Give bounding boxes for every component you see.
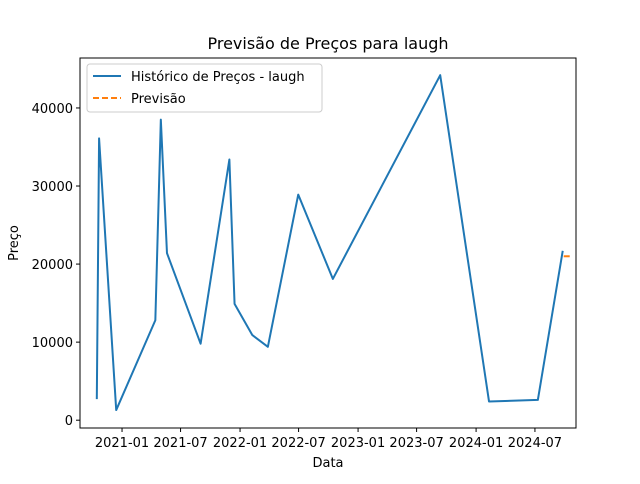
x-tick-label-0: 2021-01 bbox=[95, 436, 149, 451]
x-axis-label: Data bbox=[312, 456, 343, 471]
y-tick-label-2: 20000 bbox=[32, 258, 73, 273]
legend: Histórico de Preços - laugh Previsão bbox=[87, 64, 322, 112]
x-tick-label-4: 2023-01 bbox=[331, 436, 385, 451]
y-tick-label-1: 10000 bbox=[32, 336, 73, 351]
y-tick-label-3: 30000 bbox=[32, 180, 73, 195]
chart-title: Previsão de Preços para laugh bbox=[207, 34, 448, 53]
y-axis-label: Preço bbox=[7, 225, 22, 261]
x-tick-label-2: 2022-01 bbox=[213, 436, 267, 451]
y-tick-label-4: 40000 bbox=[32, 102, 73, 117]
x-tick-label-7: 2024-07 bbox=[508, 436, 562, 451]
x-tick-label-6: 2024-01 bbox=[449, 436, 503, 451]
x-tick-label-1: 2021-07 bbox=[153, 436, 207, 451]
x-tick-label-5: 2023-07 bbox=[389, 436, 443, 451]
y-tick-label-0: 0 bbox=[65, 414, 73, 429]
x-tick-label-3: 2022-07 bbox=[271, 436, 325, 451]
legend-label-previsao: Previsão bbox=[131, 92, 186, 107]
legend-label-historico: Histórico de Preços - laugh bbox=[131, 70, 305, 85]
